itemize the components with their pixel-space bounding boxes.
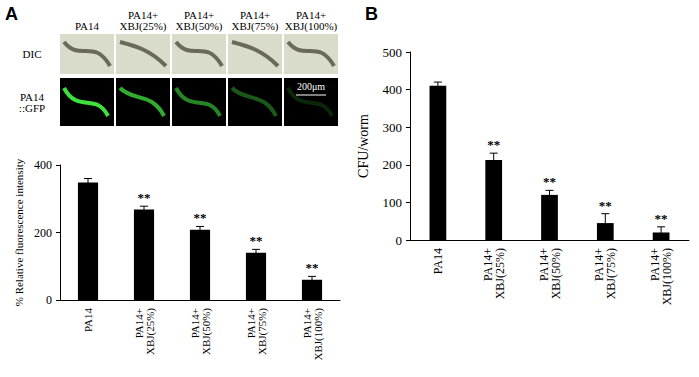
svg-text:XBJ(100%): XBJ(100%)	[660, 248, 674, 305]
svg-text:XBJ(75%): XBJ(75%)	[604, 248, 618, 299]
svg-text:XBJ(100%): XBJ(100%)	[285, 20, 338, 33]
svg-text:XBJ(50%): XBJ(50%)	[200, 308, 213, 355]
svg-text:400: 400	[34, 158, 52, 172]
svg-text:% Relative fluorescence intens: % Relative fluorescence intensity	[13, 158, 25, 306]
svg-text:PA14: PA14	[82, 308, 94, 333]
svg-text:0: 0	[396, 233, 403, 248]
svg-text:PA14+: PA14+	[295, 8, 327, 21]
svg-text:XBJ(25%): XBJ(25%)	[493, 248, 507, 299]
svg-text:100: 100	[383, 195, 403, 210]
svg-text:PA14: PA14	[75, 20, 100, 32]
svg-text:CFU/worm: CFU/worm	[356, 114, 371, 178]
svg-text:A: A	[5, 4, 18, 24]
svg-text:**: **	[487, 137, 500, 152]
svg-text:PA14: PA14	[431, 248, 445, 274]
svg-text:**: **	[250, 233, 263, 248]
svg-text:PA14+: PA14+	[239, 8, 271, 21]
svg-text:200: 200	[383, 157, 403, 172]
svg-text:**: **	[599, 198, 612, 213]
svg-text:**: **	[194, 210, 207, 225]
svg-text:::GFP: ::GFP	[19, 102, 45, 114]
svg-text:PA14+: PA14+	[480, 248, 495, 281]
svg-text:200μm: 200μm	[297, 81, 325, 92]
svg-text:PA14+: PA14+	[244, 308, 257, 339]
svg-text:500: 500	[383, 45, 403, 60]
svg-text:XBJ(50%): XBJ(50%)	[549, 248, 563, 299]
svg-text:**: **	[138, 190, 151, 205]
svg-text:400: 400	[383, 82, 403, 97]
svg-text:PA14+: PA14+	[183, 8, 215, 21]
svg-text:PA14+: PA14+	[127, 8, 159, 21]
svg-text:200: 200	[34, 226, 52, 240]
svg-text:XBJ(50%): XBJ(50%)	[175, 20, 222, 33]
svg-text:PA14+: PA14+	[132, 308, 145, 339]
svg-text:PA14: PA14	[20, 90, 44, 103]
svg-text:**: **	[306, 260, 319, 275]
svg-text:XBJ(100%): XBJ(100%)	[312, 308, 325, 361]
svg-text:XBJ(75%): XBJ(75%)	[231, 20, 278, 33]
svg-text:XBJ(25%): XBJ(25%)	[119, 20, 166, 33]
svg-text:PA14+: PA14+	[648, 248, 663, 281]
svg-text:PA14+: PA14+	[188, 308, 201, 339]
svg-text:300: 300	[383, 120, 403, 135]
svg-text:**: **	[543, 174, 556, 189]
svg-text:XBJ(75%): XBJ(75%)	[256, 308, 269, 355]
svg-text:DIC: DIC	[23, 48, 42, 60]
svg-text:0: 0	[46, 293, 52, 307]
svg-text:XBJ(25%): XBJ(25%)	[144, 308, 157, 355]
svg-text:PA14+: PA14+	[592, 248, 607, 281]
svg-text:B: B	[365, 4, 378, 24]
svg-text:PA14+: PA14+	[536, 248, 551, 281]
svg-text:**: **	[655, 211, 668, 226]
svg-text:PA14+: PA14+	[300, 308, 313, 339]
